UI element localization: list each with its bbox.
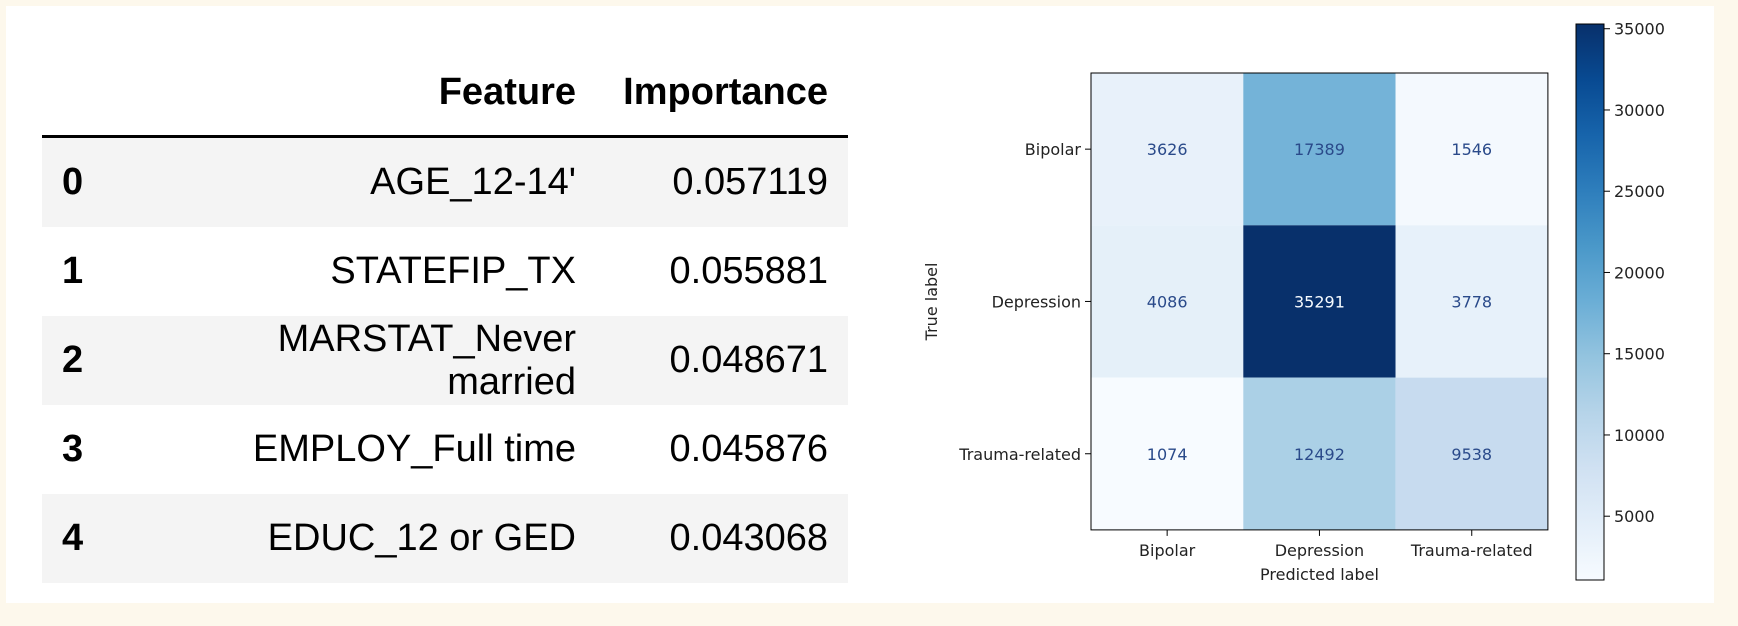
cell-value-label: 1546 [1451,140,1492,159]
feature-cell: EMPLOY_Full time [252,428,576,470]
row-index: 1 [62,250,84,292]
cell-value-label: 3626 [1147,140,1188,159]
importance-cell: 0.045876 [669,428,829,470]
matrix-cell [1243,377,1396,530]
x-axis-label: Predicted label [1260,565,1379,584]
y-tick-label: Bipolar [1025,140,1082,159]
feature-cell: MARSTAT_Never married [277,317,576,403]
colorbar-tick-label: 15000 [1614,345,1665,364]
cell-value-label: 12492 [1294,445,1345,464]
matrix-cell [1395,225,1548,378]
cell-value-label: 35291 [1294,292,1345,311]
importance-cell: 0.048671 [669,339,829,381]
colorbar-tick-label: 25000 [1614,182,1665,201]
cell-value-label: 1074 [1147,445,1188,464]
index-column-header [42,49,126,138]
colorbar [1575,23,1605,581]
table-row: 2 MARSTAT_Never married 0.048671 [42,316,848,405]
output-panel: Feature Importance 0 AGE_12-14' 0.057119… [6,6,1714,603]
table-row: 4 EDUC_12 or GED 0.043068 [42,494,848,583]
row-index: 4 [62,517,84,559]
feature-importance-table: Feature Importance 0 AGE_12-14' 0.057119… [42,49,848,583]
feature-column-header: Feature [126,49,596,138]
row-index: 3 [62,428,84,470]
feature-cell: AGE_12-14' [370,161,576,203]
colorbar-tick-label: 10000 [1614,426,1665,445]
y-tick-label: Trauma-related [958,445,1081,464]
matrix-cell [1395,377,1548,530]
table-row: 1 STATEFIP_TX 0.055881 [42,227,848,316]
importance-column-header: Importance [596,49,848,138]
row-index: 0 [62,161,84,203]
colorbar-tick-label: 20000 [1614,263,1665,282]
x-tick-label: Trauma-related [1410,541,1533,560]
cell-value-label: 17389 [1294,140,1345,159]
feature-cell: EDUC_12 or GED [267,517,576,559]
importance-cell: 0.055881 [669,250,829,292]
table-row: 3 EMPLOY_Full time 0.045876 [42,405,848,494]
colorbar-tick-label: 30000 [1614,101,1665,120]
cell-value-label: 9538 [1451,445,1492,464]
y-tick-label: Depression [992,292,1081,311]
matrix-cell [1091,377,1244,530]
table-row: 0 AGE_12-14' 0.057119 [42,136,848,227]
x-tick-label: Depression [1275,541,1364,560]
x-tick-label: Bipolar [1139,541,1196,560]
matrix-cell [1243,225,1396,378]
cell-value-label: 3778 [1451,292,1492,311]
importance-cell: 0.057119 [672,161,828,203]
colorbar-tick-label: 5000 [1614,507,1655,526]
feature-cell: STATEFIP_TX [330,250,576,292]
cell-value-label: 4086 [1147,292,1188,311]
confusion-matrix-chart: 3626 17389 1546 4086 35291 3778 1074 12492 9538 B… [922,20,1665,584]
matrix-cell [1091,73,1244,226]
row-index: 2 [62,339,84,381]
matrix-cell [1395,73,1548,226]
colorbar-tick-label: 35000 [1614,20,1665,39]
table-header-row: Feature Importance [42,49,848,138]
importance-cell: 0.043068 [669,517,829,559]
matrix-cell [1243,73,1396,226]
y-axis-label: True label [922,263,941,342]
matrix-cell [1091,225,1244,378]
